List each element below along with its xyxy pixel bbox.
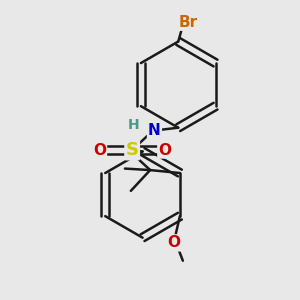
Text: N: N	[148, 123, 161, 138]
Text: Br: Br	[179, 15, 198, 30]
Text: O: O	[158, 142, 171, 158]
Text: H: H	[128, 118, 140, 132]
Text: O: O	[167, 236, 180, 250]
Text: O: O	[93, 142, 106, 158]
Text: S: S	[126, 141, 139, 159]
